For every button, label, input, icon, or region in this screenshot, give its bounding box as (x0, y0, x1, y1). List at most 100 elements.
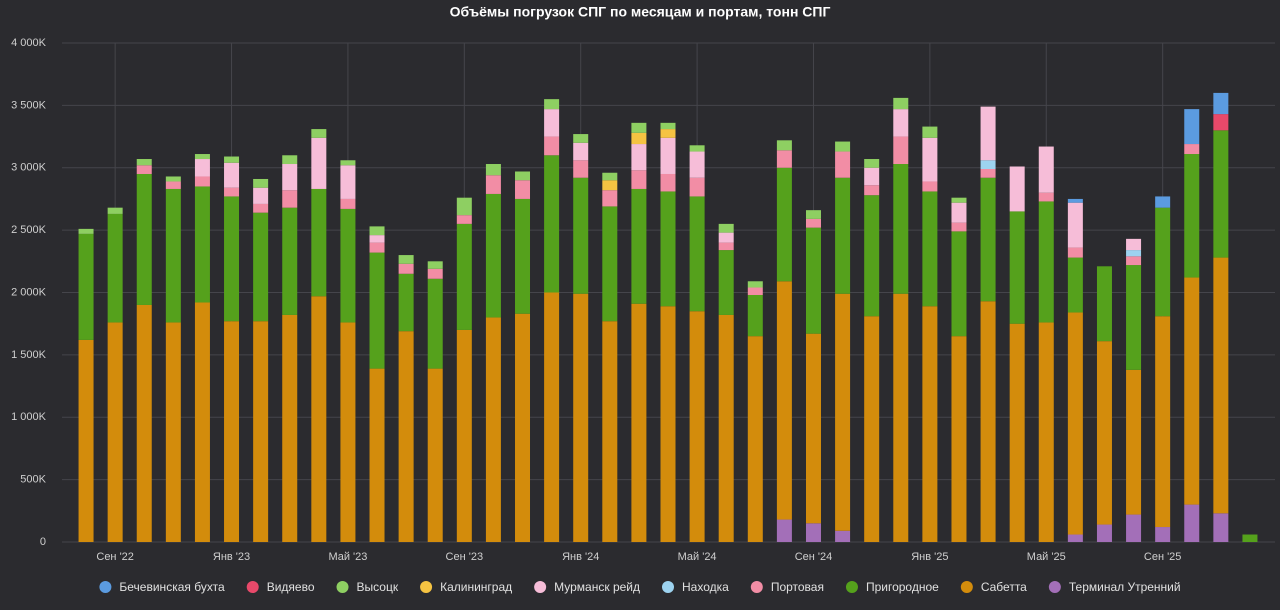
bar-segment (1038, 322, 1054, 542)
x-tick-label: Янв '23 (213, 551, 250, 563)
x-tick-label: Янв '25 (911, 551, 948, 563)
bar-segment (1067, 534, 1083, 542)
bar-segment (602, 321, 618, 542)
bar-segment (718, 223, 734, 233)
bar-segment (224, 187, 240, 197)
legend-label: Портовая (771, 580, 824, 594)
bar-segment (282, 314, 298, 542)
bar-segment (864, 167, 880, 186)
bar-segment (893, 97, 909, 110)
bar-segment (515, 198, 531, 314)
bar-segment (1155, 196, 1171, 208)
bar-segment (1126, 369, 1142, 515)
bar-segment (1213, 114, 1229, 131)
bar-segment (689, 177, 705, 197)
bar-segment (1184, 504, 1200, 542)
y-tick-label: 4 000K (11, 37, 47, 49)
bar-segment (311, 188, 327, 297)
legend-marker (246, 581, 259, 593)
bar-segment (340, 322, 356, 542)
bar-segment (398, 331, 414, 542)
x-tick-label: Сен '23 (446, 551, 484, 563)
bar-segment (78, 233, 94, 340)
bar-segment (864, 159, 880, 168)
bar-segment (1038, 146, 1054, 193)
bar-segment (980, 168, 996, 178)
bar-segment (951, 202, 967, 223)
legend-label: Высоцк (357, 580, 399, 594)
legend-label: Терминал Утренний (1069, 580, 1181, 594)
legend-label: Бечевинская бухта (119, 580, 225, 594)
bar-segment (1126, 250, 1142, 257)
legend-marker (662, 581, 674, 593)
y-tick-label: 1 500K (11, 349, 47, 361)
bar-segment (1009, 211, 1025, 324)
bar-segment (1126, 256, 1142, 266)
bar-segment (573, 142, 589, 161)
y-tick-label: 1 000K (11, 411, 47, 423)
bar-segment (1126, 238, 1142, 251)
bar-segment (427, 268, 443, 279)
bar-segment (893, 293, 909, 542)
bar-segment (1213, 257, 1229, 514)
bar-segment (427, 368, 443, 542)
legend-label: Сабетта (981, 580, 1027, 594)
bar-segment (282, 155, 298, 165)
bar-segment (660, 306, 676, 542)
bar-segment (136, 165, 152, 174)
bar-segment (1009, 323, 1025, 542)
bar-segment (485, 193, 501, 318)
bar-segment (922, 306, 938, 542)
bar-segment (194, 302, 210, 542)
bar-segment (369, 252, 385, 369)
bar-segment (282, 207, 298, 315)
bar-segment (1096, 524, 1112, 542)
bar-segment (1155, 527, 1171, 542)
legend-marker (420, 581, 433, 593)
bar-segment (485, 317, 501, 542)
bar-segment (689, 145, 705, 152)
bar-segment (253, 178, 269, 188)
bar-segment (136, 173, 152, 305)
bar-segment (747, 287, 763, 295)
bar-segment (107, 322, 123, 542)
x-tick-label: Май '24 (678, 551, 717, 563)
bar-segment (922, 137, 938, 182)
bar-segment (689, 311, 705, 542)
bar-segment (340, 160, 356, 166)
bar-segment (922, 126, 938, 138)
bar-segment (136, 159, 152, 166)
bar-segment (893, 109, 909, 137)
bar-segment (1213, 513, 1229, 542)
bar-segment (893, 136, 909, 165)
chart-title: Объёмы погрузок СПГ по месяцам и портам,… (450, 4, 831, 20)
bar-segment (78, 228, 94, 234)
bar-segment (544, 99, 560, 110)
legend-marker (534, 581, 547, 593)
bar-segment (718, 314, 734, 542)
legend-marker (750, 581, 763, 593)
bar-segment (631, 122, 647, 133)
x-tick-label: Сен '25 (1144, 551, 1182, 563)
bar-segment (660, 137, 676, 174)
bar-segment (1126, 514, 1142, 542)
bar-segment (456, 215, 472, 224)
bar-segment (573, 177, 589, 294)
bar-segment (224, 321, 240, 542)
bar-segment (194, 154, 210, 160)
bar-segment (485, 175, 501, 194)
bar-segment (660, 173, 676, 192)
bar-segment (602, 190, 618, 207)
bar-segment (1067, 312, 1083, 535)
bar-segment (805, 333, 821, 524)
bar-segment (980, 177, 996, 302)
bar-segment (1155, 316, 1171, 528)
bar-segment (689, 151, 705, 178)
bar-segment (253, 212, 269, 322)
bar-segment (194, 186, 210, 303)
bar-segment (136, 304, 152, 542)
bar-segment (165, 176, 181, 182)
bar-segment (369, 235, 385, 243)
bar-segment (78, 339, 94, 542)
bar-segment (747, 281, 763, 288)
